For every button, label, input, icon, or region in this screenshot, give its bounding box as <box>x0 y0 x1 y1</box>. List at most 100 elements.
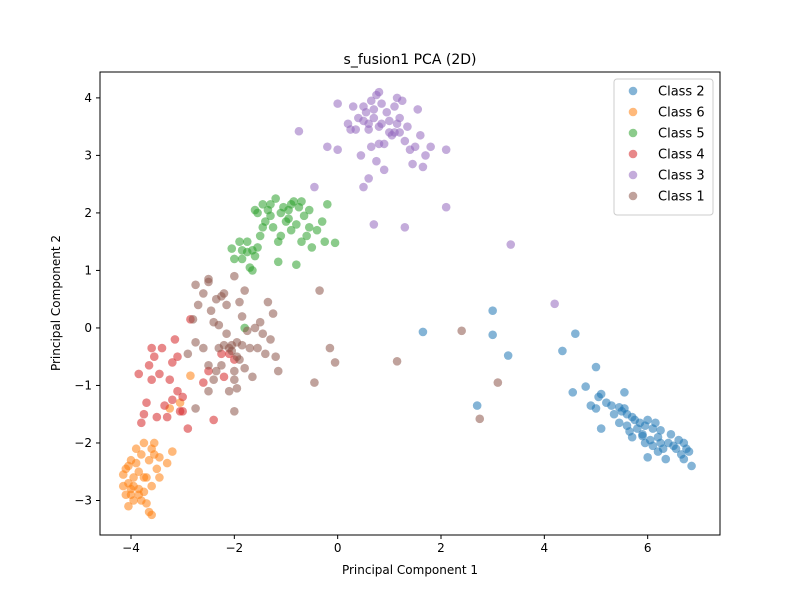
data-point <box>372 156 381 166</box>
series-class-5 <box>227 194 340 333</box>
data-point <box>235 297 244 307</box>
series-class-6 <box>118 371 195 520</box>
data-point <box>408 159 417 169</box>
data-point <box>385 116 394 126</box>
data-point <box>292 220 301 229</box>
data-point <box>165 375 175 385</box>
data-point <box>191 338 200 347</box>
data-point <box>488 330 497 340</box>
data-point <box>488 306 497 315</box>
data-point <box>304 205 314 215</box>
data-point <box>170 335 180 344</box>
data-point <box>191 404 200 413</box>
data-point <box>395 128 404 137</box>
legend-marker <box>628 170 638 180</box>
data-point <box>596 389 606 399</box>
data-point <box>286 225 296 235</box>
data-point <box>666 430 676 439</box>
data-point <box>656 426 665 435</box>
data-point <box>266 199 275 209</box>
data-point <box>222 329 231 339</box>
data-point <box>219 372 229 382</box>
data-point <box>134 490 144 500</box>
data-point <box>144 361 154 370</box>
data-point <box>248 372 257 382</box>
data-point <box>276 231 286 241</box>
data-point <box>364 174 373 183</box>
data-point <box>266 211 275 221</box>
data-point <box>268 222 278 232</box>
legend-marker <box>628 107 638 117</box>
x-tick-label: 4 <box>541 541 549 555</box>
chart-title: s_fusion1 PCA (2D) <box>344 52 477 68</box>
data-point <box>426 142 435 152</box>
data-point <box>255 317 265 327</box>
x-tick-label: 0 <box>334 541 342 555</box>
data-point <box>134 467 144 477</box>
data-point <box>620 388 629 397</box>
data-point <box>325 343 335 353</box>
data-point <box>294 126 304 136</box>
data-point <box>395 113 404 123</box>
data-point <box>183 349 193 359</box>
data-point <box>648 441 658 451</box>
data-point <box>188 315 198 324</box>
data-point <box>124 461 133 471</box>
data-point <box>643 453 652 462</box>
data-point <box>227 244 237 253</box>
data-point <box>242 237 252 246</box>
data-point <box>315 286 324 295</box>
data-point <box>475 414 485 424</box>
y-tick-label: 1 <box>84 263 92 277</box>
data-point <box>410 142 420 152</box>
y-tick-label: 0 <box>84 321 92 335</box>
data-point <box>173 352 182 362</box>
data-point <box>157 343 167 353</box>
data-point <box>147 510 156 520</box>
data-point <box>638 431 647 441</box>
data-point <box>609 409 619 419</box>
data-point <box>214 320 224 330</box>
data-point <box>230 407 239 416</box>
data-point <box>374 139 384 149</box>
data-point <box>255 231 265 241</box>
data-point <box>206 306 216 315</box>
series-class-2 <box>418 306 696 471</box>
data-point <box>183 424 193 433</box>
data-point <box>392 357 402 366</box>
data-point <box>134 369 144 379</box>
data-point <box>222 300 231 310</box>
data-point <box>284 214 293 223</box>
data-point <box>307 243 317 252</box>
data-point <box>472 401 482 410</box>
data-point <box>139 438 149 448</box>
data-point <box>168 358 177 367</box>
data-point <box>366 96 376 106</box>
data-point <box>168 447 177 456</box>
data-point <box>271 194 280 203</box>
data-point <box>651 418 660 428</box>
data-point <box>323 142 332 152</box>
data-point <box>591 362 601 372</box>
data-point <box>209 415 218 425</box>
data-point <box>253 243 262 252</box>
data-point <box>457 326 466 336</box>
plot-area <box>118 87 696 520</box>
y-tick-label: −1 <box>74 378 92 392</box>
data-point <box>258 199 268 209</box>
data-point <box>596 424 606 433</box>
x-tick-label: 2 <box>437 541 445 555</box>
data-point <box>217 361 226 370</box>
data-point <box>129 496 138 505</box>
data-point <box>139 473 149 482</box>
y-tick-label: 3 <box>84 148 92 162</box>
data-point <box>131 444 141 454</box>
data-point <box>297 197 306 206</box>
data-point <box>558 346 567 356</box>
x-axis-label: Principal Component 1 <box>342 563 478 577</box>
data-point <box>129 473 138 482</box>
y-axis-ticks: −3 −2 −1 0 1 2 3 4 <box>74 91 100 507</box>
data-point <box>118 481 128 491</box>
data-point <box>227 346 237 356</box>
data-point <box>147 375 156 385</box>
